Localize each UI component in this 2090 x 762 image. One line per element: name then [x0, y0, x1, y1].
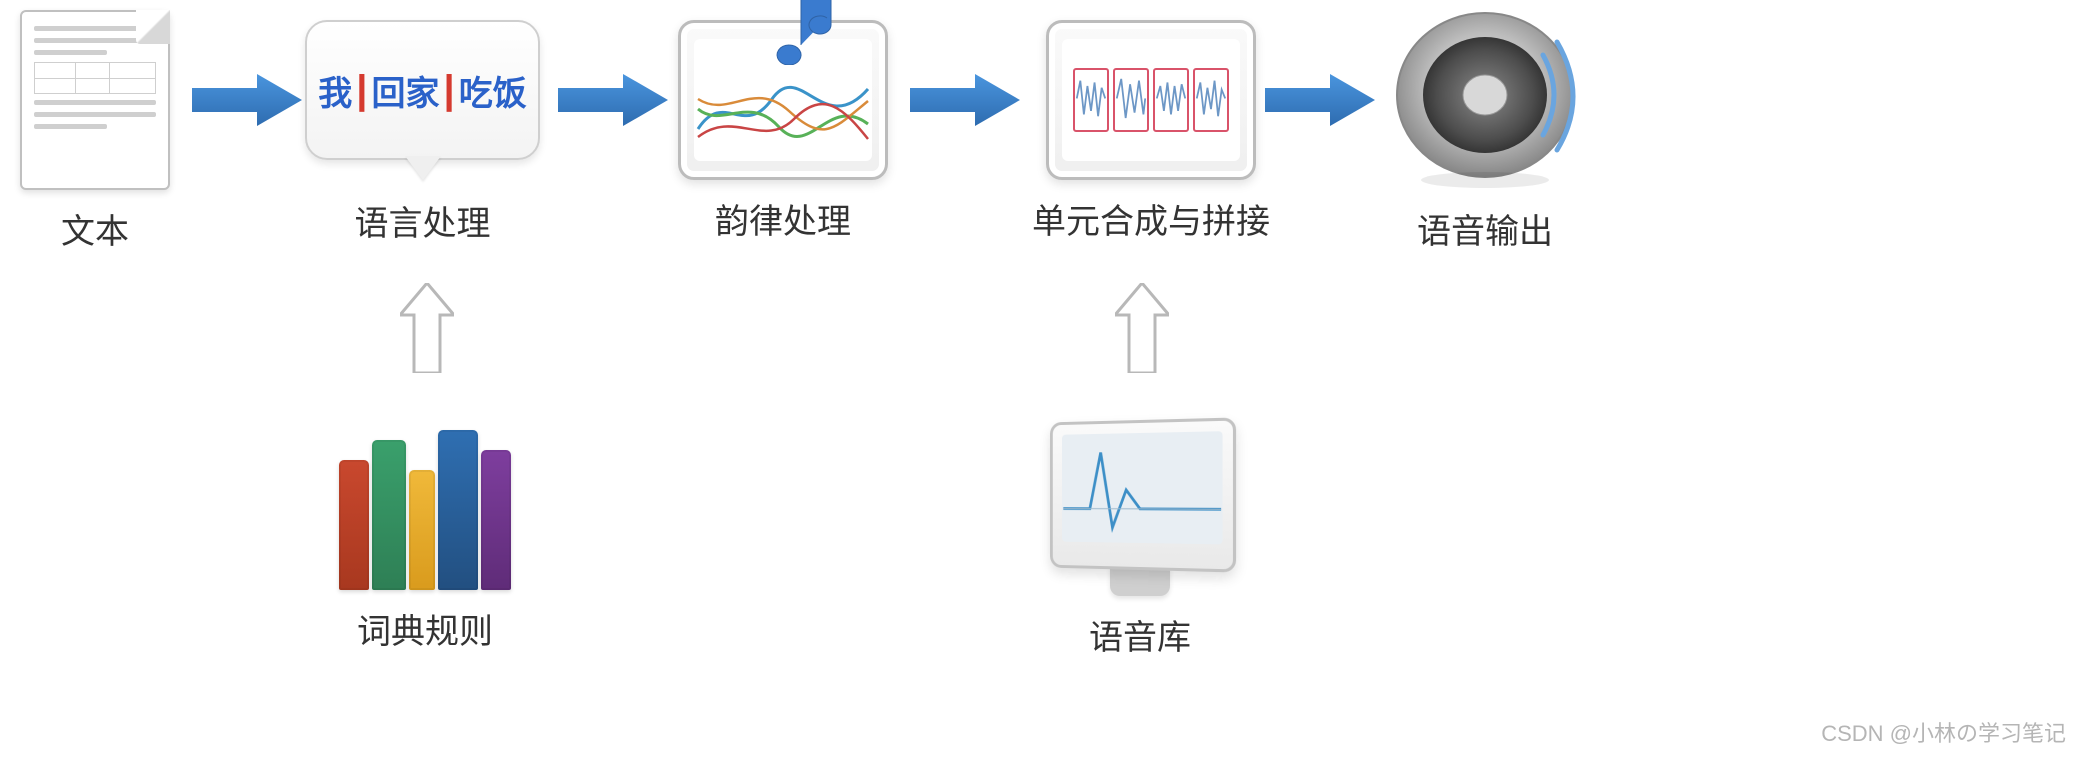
tts-pipeline-diagram: 文本 我 | 回家 | 吃饭 语言处理 [0, 0, 2090, 762]
speaker-icon [1385, 0, 1585, 190]
node-prosody: 韵律处理 [678, 20, 888, 243]
books-icon [330, 420, 520, 590]
arrow-prosody-to-unit [910, 70, 1020, 130]
node-nlp: 我 | 回家 | 吃饭 语言处理 [305, 20, 540, 245]
arrow-voicedb-to-unit [1115, 283, 1169, 373]
node-unit-label: 单元合成与拼接 [1032, 194, 1270, 243]
node-output-label: 语音输出 [1417, 204, 1553, 253]
node-nlp-label: 语言处理 [355, 196, 491, 245]
token-1: 我 [316, 66, 354, 115]
node-voice-database: 语音库 [1045, 420, 1235, 659]
arrow-dict-to-nlp [400, 283, 454, 373]
separator-1: | [354, 76, 369, 104]
node-voicedb-label: 语音库 [1089, 610, 1191, 659]
document-icon [20, 10, 170, 190]
arrow-text-to-nlp [192, 70, 302, 130]
token-2: 回家 [370, 66, 442, 115]
waveform-segment-3 [1153, 68, 1189, 132]
waveform-segment-1 [1073, 68, 1109, 132]
node-text-label: 文本 [61, 204, 129, 253]
arrow-nlp-to-prosody [558, 70, 668, 130]
node-audio-output: 语音输出 [1385, 0, 1585, 253]
arrow-unit-to-output [1265, 70, 1375, 130]
node-text: 文本 [20, 10, 170, 253]
separator-2: | [442, 76, 457, 104]
tokenized-text: 我 | 回家 | 吃饭 [316, 66, 528, 115]
waveform-segment-2 [1113, 68, 1149, 132]
unit-monitor-icon [1046, 20, 1256, 180]
watermark: CSDN @小林の学习笔记 [1821, 716, 2066, 748]
node-dictionary: 词典规则 [330, 420, 520, 653]
node-unit-synthesis: 单元合成与拼接 [1032, 20, 1270, 243]
node-prosody-label: 韵律处理 [715, 194, 851, 243]
music-note-icon [759, 0, 839, 65]
speech-bubble-icon: 我 | 回家 | 吃饭 [305, 20, 540, 160]
node-dict-label: 词典规则 [357, 604, 493, 653]
prosody-monitor-icon [678, 20, 888, 180]
waveform-segment-4 [1193, 68, 1229, 132]
token-3: 吃饭 [457, 66, 529, 115]
voice-db-monitor-icon [1045, 420, 1235, 596]
